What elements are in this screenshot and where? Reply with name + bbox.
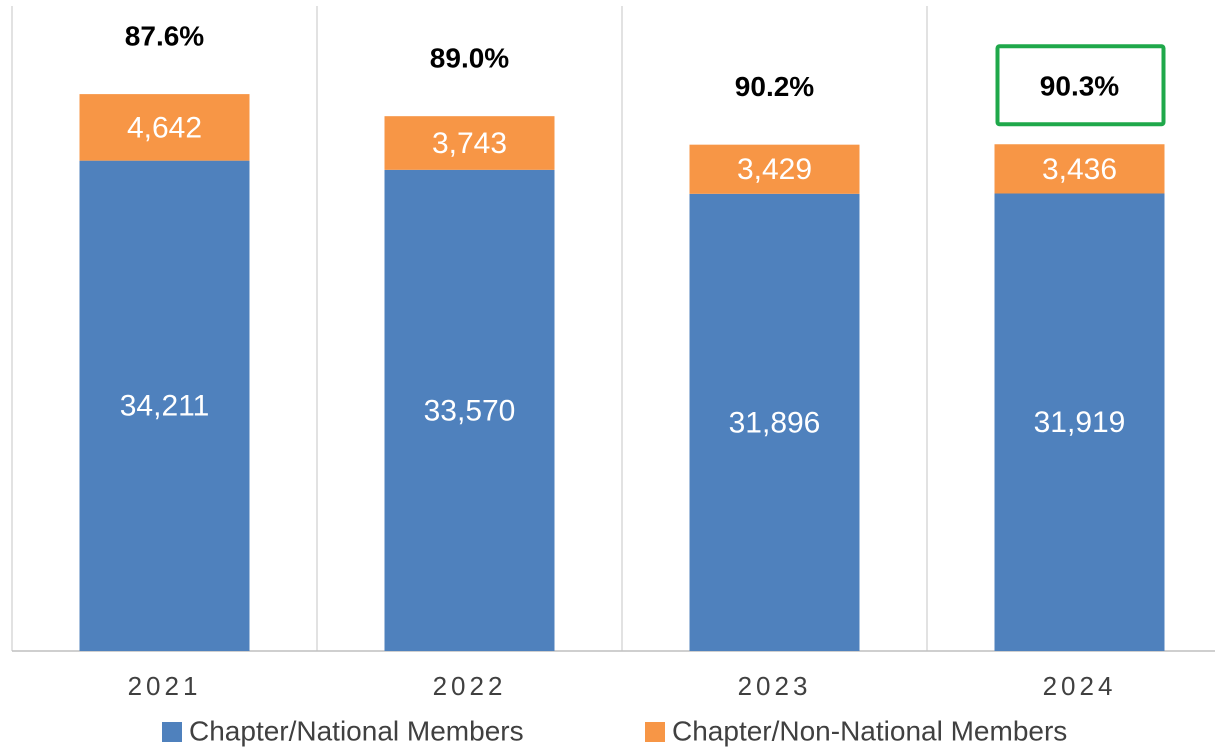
value-label: 33,570 bbox=[424, 394, 516, 427]
bar-segment bbox=[384, 116, 555, 170]
highlight-box bbox=[995, 44, 1166, 127]
bar-segment bbox=[689, 193, 860, 651]
x-tick-label: 2024 bbox=[1043, 671, 1117, 701]
annotation: 87.6% bbox=[125, 20, 204, 51]
legend-label: Chapter/National Members bbox=[189, 715, 524, 746]
value-label: 3,743 bbox=[432, 127, 507, 160]
bar-segment bbox=[994, 193, 1165, 652]
bar-segment bbox=[79, 160, 250, 651]
annotation: 89.0% bbox=[430, 43, 509, 74]
bar-segment bbox=[384, 169, 555, 651]
bar-segment bbox=[994, 144, 1165, 194]
legend-swatch bbox=[162, 722, 182, 742]
value-label: 4,642 bbox=[127, 111, 202, 144]
bar-segment bbox=[79, 94, 250, 161]
legend-swatch bbox=[645, 722, 665, 742]
x-tick-label: 2022 bbox=[433, 671, 507, 701]
x-tick-label: 2021 bbox=[128, 671, 202, 701]
bar-segment bbox=[689, 144, 860, 194]
value-label: 31,896 bbox=[729, 406, 821, 439]
annotation: 90.2% bbox=[735, 71, 814, 102]
value-label: 3,429 bbox=[737, 153, 812, 186]
value-label: 34,211 bbox=[120, 390, 210, 423]
x-tick-label: 2023 bbox=[738, 671, 812, 701]
value-label: 31,919 bbox=[1034, 406, 1126, 439]
annotation: 90.3% bbox=[1040, 71, 1119, 102]
legend-label: Chapter/Non-National Members bbox=[672, 715, 1067, 746]
value-label: 3,436 bbox=[1042, 153, 1117, 186]
